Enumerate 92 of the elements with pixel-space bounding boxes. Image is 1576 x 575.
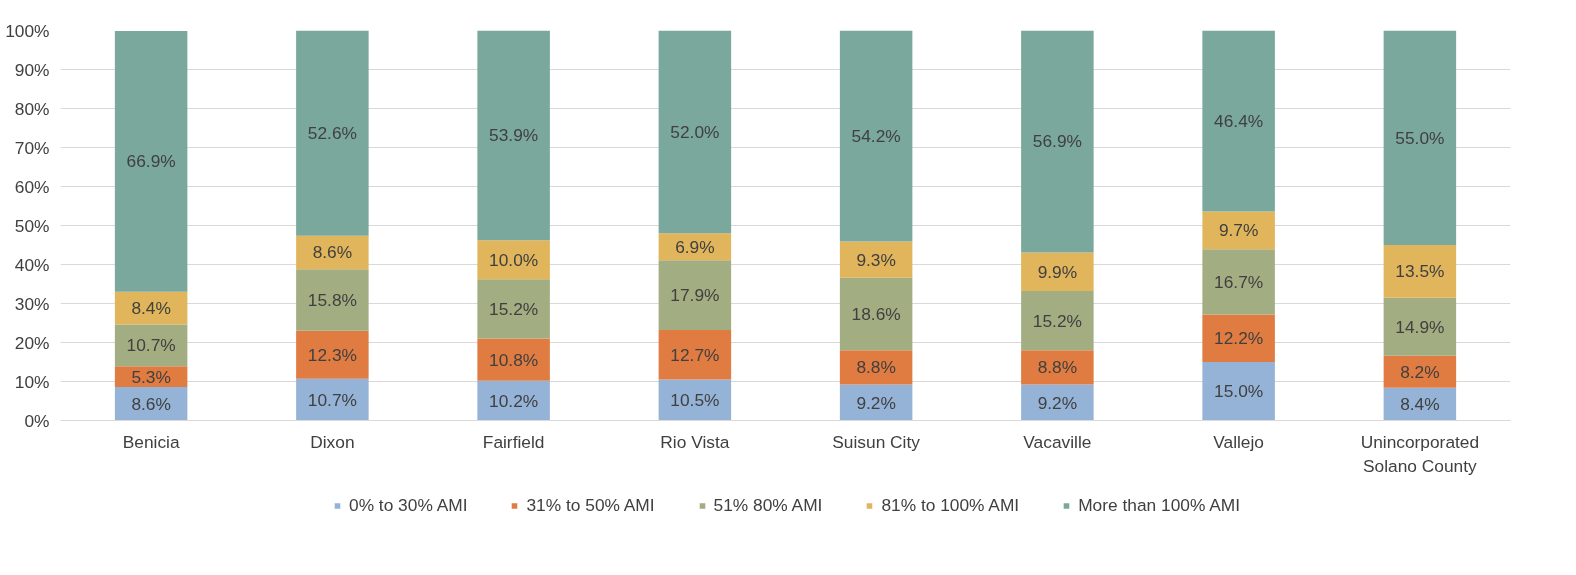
bar [1202, 30, 1275, 212]
legend-label: 81% to 100% AMI [881, 494, 1020, 516]
y-tick-label: 60% [14, 176, 50, 197]
bar [296, 269, 369, 331]
legend-label: More than 100% AMI [1078, 494, 1241, 516]
data-label: 9.3% [856, 249, 896, 270]
data-label: 15.8% [307, 289, 357, 310]
data-label: 8.4% [1400, 394, 1440, 415]
data-label: 8.6% [312, 242, 353, 263]
x-tick-label: Benicia [122, 431, 180, 452]
bar [296, 330, 369, 379]
data-label: 8.8% [856, 357, 896, 378]
bar [658, 330, 732, 380]
bar [1202, 211, 1275, 250]
data-label: 9.2% [856, 392, 896, 413]
data-label: 52.6% [307, 123, 357, 144]
bar [839, 30, 913, 242]
bar [1202, 249, 1275, 315]
data-label: 10.7% [307, 389, 357, 410]
data-label: 53.9% [489, 125, 539, 146]
x-tick-label: Unincorporated Solano County [1360, 431, 1480, 476]
bar [1202, 362, 1275, 421]
y-tick-label: 100% [5, 20, 50, 41]
y-tick-label: 70% [14, 137, 50, 158]
data-label: 12.7% [670, 344, 720, 365]
bar [296, 378, 369, 421]
x-tick-label: Vacaville [1023, 431, 1092, 452]
x-tick-label: Vallejo [1213, 431, 1264, 452]
data-label: 9.9% [1037, 261, 1078, 282]
legend-label: 31% to 50% AMI [526, 494, 655, 516]
data-label: 54.2% [851, 125, 901, 146]
data-label: 66.9% [126, 151, 176, 172]
bar [839, 277, 913, 351]
data-label: 10.2% [489, 390, 539, 411]
data-label: 52.0% [670, 121, 720, 142]
data-label: 56.9% [1032, 131, 1082, 152]
data-label: 15.2% [489, 298, 539, 319]
data-label: 8.6% [131, 393, 171, 414]
y-tick-label: 90% [14, 59, 50, 80]
bar [1383, 30, 1457, 245]
y-tick-label: 0% [24, 410, 50, 431]
bar [477, 338, 550, 381]
bar [1202, 314, 1275, 362]
data-label: 12.2% [1214, 328, 1264, 349]
bar [839, 350, 913, 385]
bar [1383, 245, 1457, 298]
data-label: 9.2% [1037, 392, 1078, 413]
data-label: 12.3% [307, 344, 357, 365]
data-label: 46.4% [1214, 110, 1264, 131]
data-label: 15.0% [1214, 381, 1264, 402]
data-label: 15.2% [1032, 310, 1082, 331]
data-label: 8.4% [131, 298, 171, 319]
x-tick-label: Dixon [310, 431, 355, 452]
x-tick-label: Suisun City [832, 431, 921, 452]
data-label: 6.9% [675, 236, 715, 257]
data-label: 10.5% [670, 390, 720, 411]
data-label: 8.8% [1037, 357, 1078, 378]
bar [1021, 291, 1094, 351]
y-tick-label: 20% [14, 332, 50, 353]
data-label: 13.5% [1395, 261, 1445, 282]
data-label: 5.3% [131, 366, 171, 387]
data-label: 9.7% [1218, 220, 1259, 241]
data-label: 17.9% [670, 285, 720, 306]
data-label: 16.7% [1214, 271, 1264, 292]
data-label: 14.9% [1395, 316, 1445, 337]
bar [1021, 252, 1094, 292]
data-label: 10.7% [126, 335, 176, 356]
y-tick-label: 50% [14, 215, 50, 236]
data-label: 8.2% [1400, 361, 1440, 382]
bar [658, 260, 732, 331]
legend-label: 0% to 30% AMI [348, 494, 468, 516]
x-tick-label: Rio Vista [660, 431, 730, 452]
y-tick-label: 10% [14, 371, 50, 392]
bar [477, 30, 550, 241]
bar [1383, 297, 1457, 356]
bar [477, 279, 550, 339]
y-tick-label: 30% [14, 293, 50, 314]
y-tick-label: 80% [14, 98, 50, 119]
legend-label: 51% 80% AMI [713, 494, 823, 516]
data-label: 18.6% [851, 304, 901, 325]
bar [1021, 350, 1094, 385]
bar [296, 30, 369, 236]
data-label: 10.0% [489, 249, 539, 270]
data-label: 55.0% [1395, 127, 1445, 148]
bar [658, 30, 732, 234]
bar [839, 241, 913, 278]
y-tick-label: 40% [14, 254, 50, 275]
bar [114, 30, 188, 292]
bar [477, 240, 550, 280]
data-label: 10.8% [489, 349, 539, 370]
bar [1021, 30, 1094, 253]
x-tick-label: Fairfield [482, 431, 545, 452]
